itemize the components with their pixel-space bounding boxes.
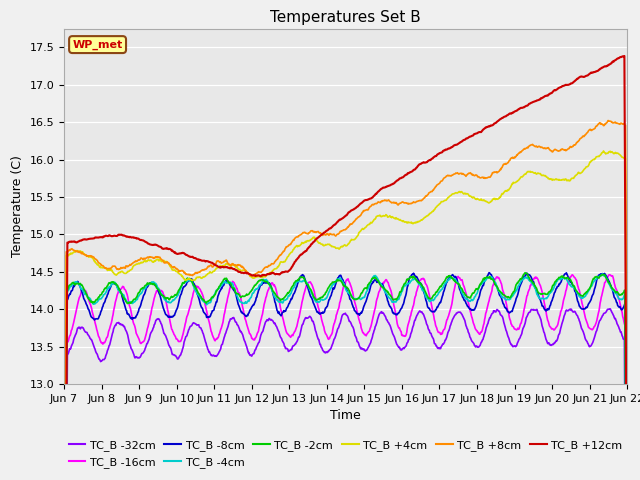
Y-axis label: Temperature (C): Temperature (C) bbox=[11, 156, 24, 257]
Title: Temperatures Set B: Temperatures Set B bbox=[270, 10, 421, 25]
X-axis label: Time: Time bbox=[330, 409, 361, 422]
Legend: TC_B -32cm, TC_B -16cm, TC_B -8cm, TC_B -4cm, TC_B -2cm, TC_B +4cm, TC_B +8cm, T: TC_B -32cm, TC_B -16cm, TC_B -8cm, TC_B … bbox=[64, 436, 627, 472]
Text: WP_met: WP_met bbox=[72, 39, 123, 50]
